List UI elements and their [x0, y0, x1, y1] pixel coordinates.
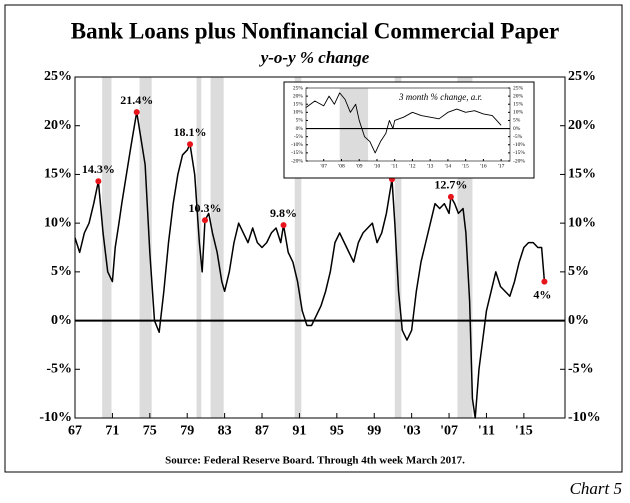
plot-border — [305, 87, 511, 162]
y2-tick-label: 10% — [568, 215, 596, 230]
annotation-label: 12.7% — [434, 178, 467, 192]
data-line — [74, 111, 546, 419]
y2-tick-label: 15% — [568, 167, 596, 182]
data-line — [305, 92, 502, 154]
annotation-label: 4% — [533, 287, 551, 301]
annotation-dot — [447, 193, 454, 200]
x-tick-label: 83 — [218, 424, 232, 439]
x-tick-label: '03 — [403, 424, 421, 439]
y2-tick-label: 10% — [513, 110, 524, 116]
y2-tick-label: 15% — [513, 101, 524, 107]
y-tick-label: 5% — [51, 264, 72, 279]
x-tick-label: 79 — [180, 424, 194, 439]
annotation-dot — [201, 217, 208, 224]
y2-tick-label: -20% — [513, 158, 525, 164]
chart-subtitle: y-o-y % change — [259, 48, 370, 67]
x-tick-label: 71 — [105, 424, 119, 439]
x-tick-label: 67 — [68, 424, 82, 439]
y-tick-label: 10% — [293, 110, 304, 116]
y2-tick-label: -15% — [513, 150, 525, 156]
x-tick-label: '12 — [409, 163, 416, 169]
annotation-dot — [133, 109, 140, 116]
x-tick-label: '17 — [498, 163, 505, 169]
recession-band — [394, 77, 402, 418]
y-tick-label: 25% — [293, 85, 304, 91]
recession-band — [210, 77, 224, 418]
annotation-label: 21.4% — [120, 93, 153, 107]
y2-tick-label: -10% — [568, 410, 601, 425]
x-tick-label: '08 — [338, 163, 345, 169]
plot-border — [74, 76, 566, 419]
chart-title: Bank Loans plus Nonfinancial Commercial … — [71, 18, 559, 43]
y2-tick-label: 25% — [513, 85, 524, 91]
annotation-label: 14.3% — [82, 162, 115, 176]
x-tick-label: '10 — [374, 163, 381, 169]
x-tick-label: '11 — [478, 424, 495, 439]
y2-tick-label: 5% — [568, 264, 589, 279]
y-tick-label: -5% — [46, 362, 72, 377]
x-tick-label: '15 — [515, 424, 533, 439]
y-tick-label: -5% — [294, 134, 304, 140]
x-tick-label: '07 — [440, 424, 458, 439]
source: Source: Federal Reserve Board. Through 4… — [165, 455, 465, 467]
x-tick-label: '14 — [445, 163, 452, 169]
y-tick-label: 10% — [44, 215, 72, 230]
x-tick-label: 99 — [367, 424, 381, 439]
annotation-label: 10.3% — [188, 201, 221, 215]
x-tick-label: 87 — [255, 424, 269, 439]
y2-tick-label: -10% — [513, 142, 525, 148]
y2-tick-label: 5% — [513, 118, 521, 124]
x-tick-label: 95 — [330, 424, 344, 439]
annotation-dot — [541, 278, 548, 285]
recession-band — [339, 88, 369, 161]
frame — [4, 4, 623, 473]
y2-tick-label: 0% — [568, 313, 589, 328]
y-tick-label: 0% — [296, 126, 304, 132]
annotation-label: 9.8% — [270, 206, 297, 220]
recession-band — [102, 77, 112, 418]
y-tick-label: -10% — [291, 142, 303, 148]
annotation-dot — [280, 222, 287, 229]
y-tick-label: 15% — [293, 101, 304, 107]
y-tick-label: -10% — [39, 410, 72, 425]
recession-band — [139, 77, 152, 418]
x-tick-label: '15 — [462, 163, 469, 169]
y-tick-label: -15% — [291, 150, 303, 156]
y-tick-label: 25% — [44, 69, 72, 84]
y-tick-label: 20% — [293, 93, 304, 99]
y2-tick-label: 0% — [513, 126, 521, 132]
caption: Chart 5 — [570, 479, 622, 498]
annotation-label: 18.1% — [174, 125, 207, 139]
x-tick-label: '13 — [427, 163, 434, 169]
x-tick-label: '11 — [392, 163, 399, 169]
recession-band — [294, 77, 302, 418]
y2-tick-label: 20% — [513, 93, 524, 99]
y-tick-label: 15% — [44, 167, 72, 182]
x-tick-label: 91 — [292, 424, 306, 439]
y-tick-label: 5% — [296, 118, 304, 124]
y-tick-label: -20% — [291, 158, 303, 164]
x-tick-label: '09 — [356, 163, 363, 169]
y2-tick-label: -5% — [513, 134, 523, 140]
y2-tick-label: -5% — [568, 362, 594, 377]
y2-tick-label: 20% — [568, 118, 596, 133]
y-tick-label: 20% — [44, 118, 72, 133]
recession-band — [196, 77, 202, 418]
y2-tick-label: 25% — [568, 69, 596, 84]
x-tick-label: '07 — [320, 163, 327, 169]
annotation-dot — [95, 178, 102, 185]
x-tick-label: '16 — [480, 163, 487, 169]
y-tick-label: 0% — [51, 313, 72, 328]
annotation-dot — [187, 141, 194, 148]
inset-title: 3 month % change, a.r. — [398, 92, 482, 102]
x-tick-label: 75 — [143, 424, 157, 439]
inset-frame — [283, 81, 535, 179]
